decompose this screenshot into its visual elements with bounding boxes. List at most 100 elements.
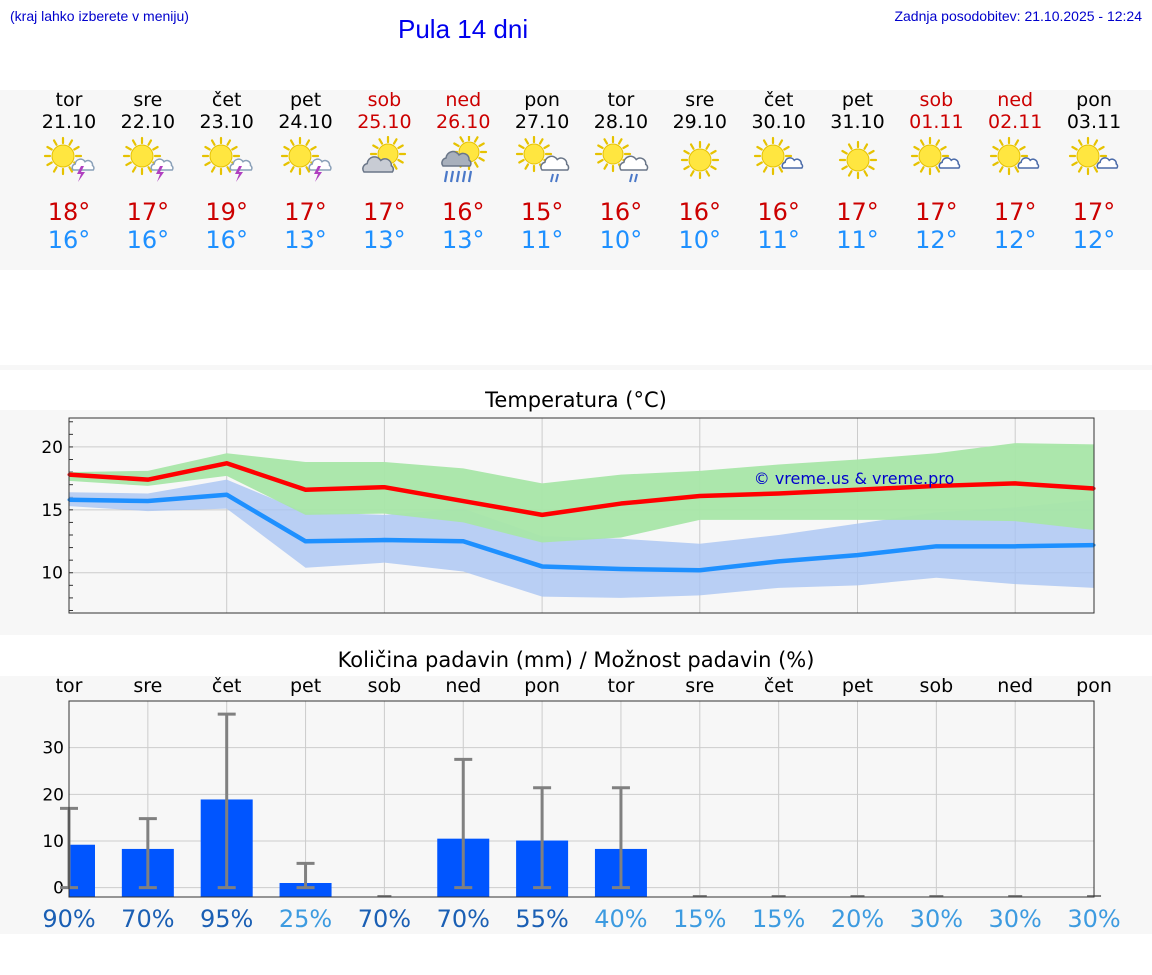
max-temperature: 16° bbox=[441, 198, 485, 226]
day-name: pon bbox=[1076, 89, 1112, 111]
temp-point-min bbox=[1013, 544, 1017, 548]
sun-ray bbox=[999, 166, 1004, 173]
sun-ray bbox=[210, 166, 216, 173]
watermark: © vreme.us & vreme.pro bbox=[754, 469, 955, 488]
precip-day-label: ned bbox=[997, 675, 1033, 697]
icon-graphic bbox=[441, 133, 488, 183]
precip-probability-label: 40% bbox=[594, 905, 647, 933]
day-name: sre bbox=[685, 89, 715, 111]
min-temperature: 13° bbox=[441, 226, 485, 254]
min-temperature: 12° bbox=[915, 226, 958, 254]
sun-ray bbox=[862, 170, 868, 177]
cloud-shape bbox=[229, 158, 253, 171]
sun-ray bbox=[689, 143, 695, 150]
icon-graphic bbox=[1068, 136, 1119, 176]
cloud-shape bbox=[1017, 157, 1040, 169]
precip-day-label: čet bbox=[212, 675, 242, 697]
sun-ray bbox=[762, 166, 768, 173]
sun-ray bbox=[309, 145, 317, 151]
precip-probability-label: 55% bbox=[515, 905, 568, 933]
icon-graphic bbox=[990, 136, 1040, 176]
sun-disc bbox=[688, 148, 712, 172]
icon-graphic bbox=[753, 136, 803, 176]
sun-ray bbox=[1014, 139, 1020, 146]
sun-ray bbox=[52, 166, 58, 173]
sun-ray bbox=[992, 161, 1000, 167]
precip-chart-title: Količina padavin (mm) / Možnost padavin … bbox=[337, 648, 815, 672]
sun-ray bbox=[920, 139, 925, 146]
temperature-chart-title: Temperatura (°C) bbox=[485, 388, 667, 412]
temp-point-max bbox=[540, 513, 544, 517]
min-temperature: 16° bbox=[126, 226, 170, 254]
temp-range-band-max bbox=[69, 443, 1095, 543]
day-header: pon 03.11 bbox=[1054, 89, 1134, 133]
day-date: 22.10 bbox=[120, 111, 176, 133]
precip-day-label: pon bbox=[524, 675, 560, 697]
precip-probability-label: 70% bbox=[358, 905, 411, 933]
sun-ray bbox=[1071, 145, 1078, 151]
precip-probability-label: 30% bbox=[910, 905, 963, 933]
day-name: pet bbox=[841, 89, 874, 111]
sun-ray bbox=[705, 170, 710, 177]
temp-point-max bbox=[934, 484, 938, 488]
sun-ray bbox=[617, 138, 623, 145]
rain-drop bbox=[462, 170, 467, 183]
cloud-shape bbox=[308, 158, 332, 171]
precip-day-label: ned bbox=[445, 675, 481, 697]
sun-ray bbox=[1098, 145, 1105, 151]
sun-thunderstorm-icon bbox=[197, 136, 257, 188]
rain-drop bbox=[450, 170, 455, 183]
lightning-bolt bbox=[77, 166, 85, 182]
precip-day-label: pet bbox=[842, 675, 873, 697]
sun-ray bbox=[867, 165, 875, 171]
precip-probability-label: 95% bbox=[200, 905, 253, 933]
precip-probability-label: 70% bbox=[121, 905, 174, 933]
sun-ray bbox=[478, 142, 486, 148]
sun-ray bbox=[1071, 161, 1078, 167]
sun-ray bbox=[778, 166, 783, 173]
precip-day-label: čet bbox=[764, 675, 794, 697]
max-temperature: 16° bbox=[678, 198, 722, 226]
sun-ray bbox=[46, 161, 53, 167]
precip-day-label: sob bbox=[920, 675, 954, 697]
precip-day-label: tor bbox=[608, 675, 635, 697]
day-header: tor 28.10 bbox=[581, 89, 661, 133]
forecast-band bbox=[0, 90, 1152, 270]
sun-ray bbox=[393, 138, 398, 145]
sun-ray bbox=[935, 166, 941, 173]
precip-day-label: sob bbox=[368, 675, 402, 697]
sun-ray bbox=[1093, 166, 1099, 173]
temp-point-max bbox=[619, 502, 623, 506]
day-name: pon bbox=[524, 89, 560, 111]
temp-point-min bbox=[934, 544, 938, 548]
sun-ray bbox=[597, 158, 604, 164]
precip-y-tick-label: 10 bbox=[42, 832, 64, 852]
sun-ray bbox=[847, 143, 853, 150]
temp-point-max bbox=[225, 461, 229, 465]
day-header: pon 27.10 bbox=[502, 89, 582, 133]
sun-thunderstorm-icon bbox=[39, 136, 99, 188]
sun-disc bbox=[846, 148, 869, 172]
sun-ray bbox=[289, 166, 295, 173]
sun-ray bbox=[913, 161, 921, 167]
precip-bar bbox=[279, 883, 332, 897]
temp-point-min bbox=[619, 567, 623, 571]
sun-ray bbox=[304, 166, 310, 173]
precip-probability-label: 15% bbox=[673, 905, 726, 933]
max-temperature: 17° bbox=[993, 198, 1037, 226]
icon-graphic bbox=[515, 135, 570, 183]
temp-y-tick-label: 20 bbox=[41, 438, 63, 458]
sun-disc bbox=[209, 144, 233, 168]
day-header: sob 01.11 bbox=[896, 89, 976, 133]
icon-graphic bbox=[911, 136, 961, 176]
sun-ray bbox=[226, 166, 231, 173]
sun-cloud-icon bbox=[354, 135, 414, 188]
day-date: 28.10 bbox=[593, 111, 649, 133]
day-header: pet 31.10 bbox=[818, 89, 898, 133]
sun-disc bbox=[130, 144, 154, 168]
temp-line-max bbox=[68, 461, 1095, 518]
sun-ray bbox=[226, 139, 231, 146]
cloud-shape bbox=[150, 158, 174, 171]
precip-probability-label: 30% bbox=[989, 905, 1042, 933]
rain-drop bbox=[468, 170, 473, 183]
